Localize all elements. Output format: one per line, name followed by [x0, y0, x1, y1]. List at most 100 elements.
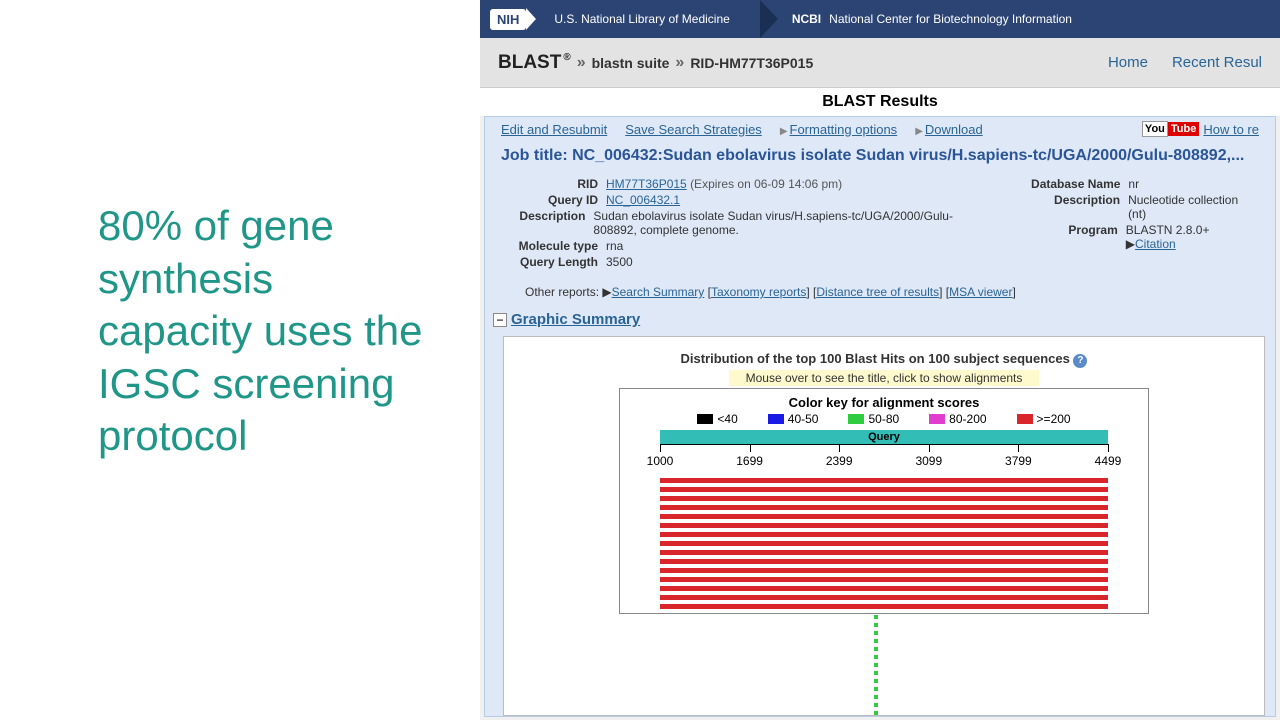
- triangle-icon: ▶: [915, 126, 923, 137]
- header-separator-icon: [760, 0, 778, 38]
- search-summary-link[interactable]: Search Summary: [612, 285, 705, 299]
- rid-link[interactable]: HM77T36P015: [606, 177, 687, 191]
- metadata-block: RID HM77T36P015 (Expires on 06-09 14:06 …: [485, 171, 1275, 281]
- legend-label: >=200: [1037, 412, 1071, 426]
- axis-tick-label: 3799: [1005, 454, 1032, 468]
- mouseover-hint: Mouse over to see the title, click to sh…: [729, 370, 1039, 386]
- axis-tick: [929, 444, 930, 452]
- hit-line[interactable]: [660, 568, 1108, 573]
- blast-logo-sup: ®: [563, 52, 570, 63]
- results-title: BLAST Results: [480, 88, 1280, 116]
- youtube-icon: YouTube: [1142, 121, 1199, 137]
- axis-tick: [750, 444, 751, 452]
- scroll-continuation-dots: [874, 615, 878, 715]
- nav-links: Home Recent Resul: [1108, 54, 1262, 71]
- queryid-link[interactable]: NC_006432.1: [606, 193, 680, 207]
- axis-tick-label: 4499: [1095, 454, 1122, 468]
- description-value: Sudan ebolavirus isolate Sudan virus/H.s…: [593, 209, 963, 237]
- help-icon[interactable]: ?: [1073, 354, 1087, 368]
- description-label: Description: [501, 209, 593, 237]
- program-label: Program: [1023, 223, 1125, 251]
- hit-line[interactable]: [660, 487, 1108, 492]
- download-link[interactable]: ▶Download: [915, 122, 983, 137]
- blast-logo-text: BLAST: [498, 52, 561, 73]
- queryid-label: Query ID: [501, 193, 606, 207]
- hit-line[interactable]: [660, 496, 1108, 501]
- ncbi-header: NIH U.S. National Library of Medicine NC…: [480, 0, 1280, 38]
- save-strategies-link[interactable]: Save Search Strategies: [625, 122, 762, 137]
- triangle-icon: ▶: [780, 126, 788, 137]
- moltype-value: rna: [606, 239, 623, 253]
- axis-tick: [660, 444, 661, 452]
- blast-screenshot: NIH U.S. National Library of Medicine NC…: [480, 0, 1280, 720]
- collapse-icon: −: [493, 313, 507, 327]
- legend-item: 50-80: [848, 412, 899, 426]
- legend-swatch: [848, 414, 864, 424]
- download-text: Download: [925, 122, 983, 137]
- citation-link[interactable]: Citation: [1135, 237, 1176, 251]
- ncbi-full-label: National Center for Biotechnology Inform…: [829, 12, 1072, 26]
- nih-badge: NIH: [490, 9, 526, 30]
- hit-rows[interactable]: [660, 478, 1108, 609]
- legend-swatch: [929, 414, 945, 424]
- rid-label: RID: [501, 177, 606, 191]
- graphic-summary-body: Distribution of the top 100 Blast Hits o…: [503, 336, 1265, 716]
- legend: <40 40-50 50-80 80-200 >=200: [620, 412, 1148, 426]
- youtube-help[interactable]: YouTube How to re: [1142, 121, 1259, 137]
- legend-label: 40-50: [788, 412, 819, 426]
- job-title: Job title: NC_006432:Sudan ebolavirus is…: [485, 141, 1275, 171]
- dbname-label: Database Name: [1023, 177, 1128, 191]
- legend-label: 80-200: [949, 412, 986, 426]
- axis-tick-label: 3099: [915, 454, 942, 468]
- axis-tick: [1018, 444, 1019, 452]
- legend-swatch: [1017, 414, 1033, 424]
- other-reports: Other reports: ▶Search Summary [Taxonomy…: [485, 281, 1275, 307]
- legend-item: >=200: [1017, 412, 1071, 426]
- alignment-chart: Color key for alignment scores <4040-505…: [619, 388, 1149, 614]
- axis-tick-label: 1000: [647, 454, 674, 468]
- hit-line[interactable]: [660, 478, 1108, 483]
- dbname-value: nr: [1128, 177, 1139, 191]
- formatting-options-text: Formatting options: [790, 122, 898, 137]
- hit-line[interactable]: [660, 559, 1108, 564]
- metadata-left: RID HM77T36P015 (Expires on 06-09 14:06 …: [501, 177, 963, 271]
- msa-viewer-link[interactable]: MSA viewer: [949, 285, 1012, 299]
- axis: 100016992399309937994499: [660, 444, 1108, 474]
- querylen-label: Query Length: [501, 255, 606, 269]
- breadcrumb-suite[interactable]: blastn suite: [592, 55, 670, 71]
- axis-line: [660, 444, 1108, 445]
- hit-line[interactable]: [660, 595, 1108, 600]
- nav-home-link[interactable]: Home: [1108, 54, 1148, 71]
- blast-logo[interactable]: BLAST®: [498, 52, 571, 74]
- breadcrumb-sep: »: [577, 54, 586, 72]
- taxonomy-link[interactable]: Taxonomy reports: [711, 285, 806, 299]
- breadcrumb-bar: BLAST® » blastn suite » RID-HM77T36P015 …: [480, 38, 1280, 88]
- hit-line[interactable]: [660, 541, 1108, 546]
- legend-item: 80-200: [929, 412, 986, 426]
- hit-line[interactable]: [660, 514, 1108, 519]
- edit-resubmit-link[interactable]: Edit and Resubmit: [501, 122, 607, 137]
- hit-line[interactable]: [660, 532, 1108, 537]
- hit-line[interactable]: [660, 550, 1108, 555]
- triangle-icon: ▶: [1126, 237, 1135, 251]
- legend-label: 50-80: [868, 412, 899, 426]
- axis-tick: [1108, 444, 1109, 452]
- triangle-icon: ▶: [602, 285, 611, 299]
- formatting-options-link[interactable]: ▶Formatting options: [780, 122, 897, 137]
- youtube-howto-link: How to re: [1203, 122, 1259, 137]
- nlm-label: U.S. National Library of Medicine: [554, 12, 729, 26]
- legend-item: <40: [697, 412, 737, 426]
- hit-line[interactable]: [660, 604, 1108, 609]
- moltype-label: Molecule type: [501, 239, 606, 253]
- hit-line[interactable]: [660, 577, 1108, 582]
- legend-swatch: [697, 414, 713, 424]
- hit-line[interactable]: [660, 586, 1108, 591]
- hit-line[interactable]: [660, 505, 1108, 510]
- breadcrumb-rid[interactable]: RID-HM77T36P015: [690, 55, 813, 71]
- distance-tree-link[interactable]: Distance tree of results: [816, 285, 939, 299]
- hit-line[interactable]: [660, 523, 1108, 528]
- dbdesc-label: Description: [1023, 193, 1128, 221]
- graphic-summary-header[interactable]: − Graphic Summary: [485, 307, 1275, 332]
- nav-recent-link[interactable]: Recent Resul: [1172, 54, 1262, 71]
- graphic-summary-link: Graphic Summary: [511, 311, 640, 328]
